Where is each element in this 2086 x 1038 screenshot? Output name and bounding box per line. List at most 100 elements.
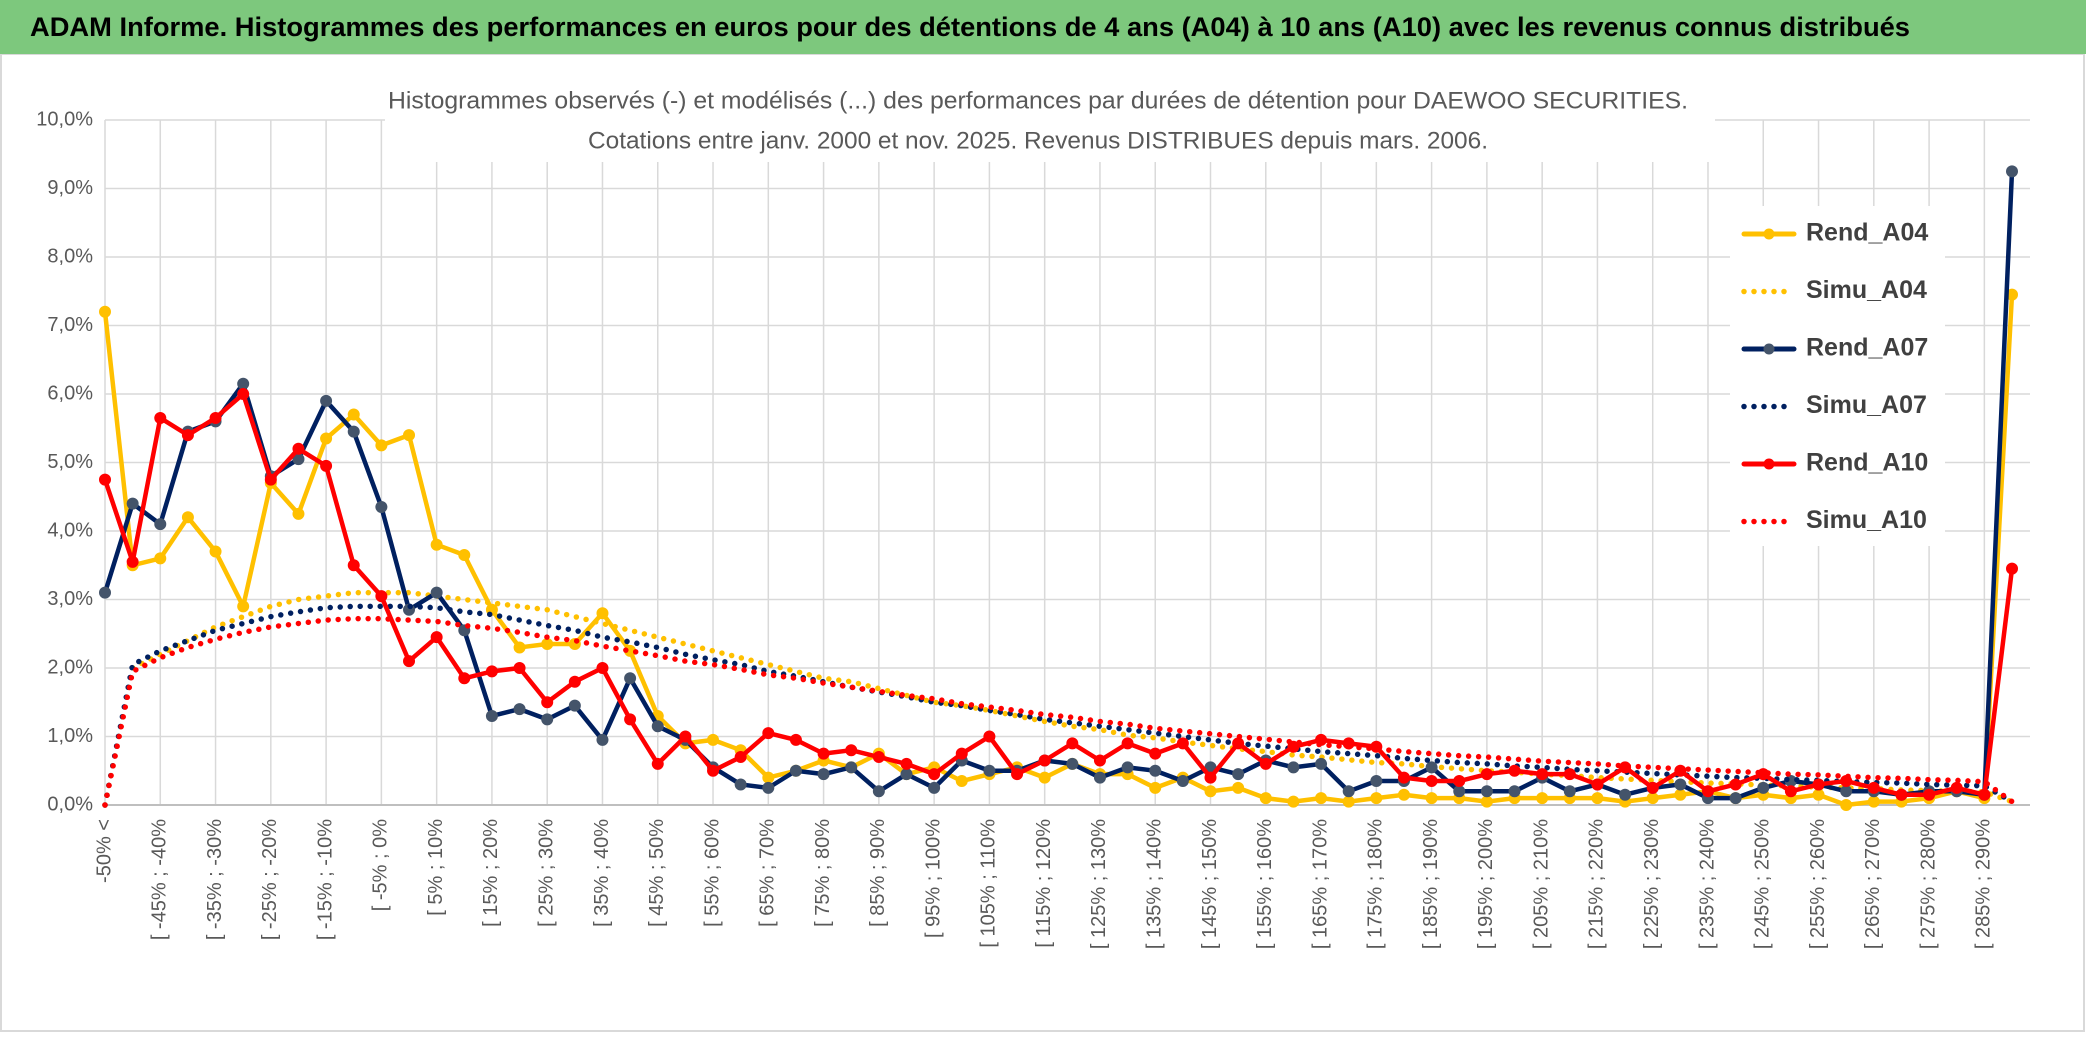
x-tick-label: [ 75% ; 80% — [812, 819, 834, 927]
data-point — [900, 757, 913, 770]
x-tick-label: [ 165% ; 170% — [1309, 819, 1331, 949]
data-point — [1397, 771, 1410, 784]
y-tick-label: 1,0% — [47, 725, 93, 747]
y-tick-label: 7,0% — [47, 314, 93, 336]
data-point — [403, 655, 416, 668]
data-point — [1508, 764, 1521, 777]
subtitle-backing — [385, 82, 1715, 162]
data-point — [817, 747, 830, 760]
data-point — [154, 518, 167, 531]
data-point — [237, 600, 250, 613]
data-point — [1259, 792, 1272, 805]
data-point — [983, 730, 996, 743]
legend-label: Simu_A04 — [1806, 276, 1927, 304]
data-point — [1397, 788, 1410, 801]
data-point — [1480, 768, 1493, 781]
series-line — [102, 391, 2015, 797]
data-point — [458, 548, 471, 561]
data-point — [1536, 792, 1549, 805]
x-tick-label: [ 255% ; 260% — [1807, 819, 1829, 949]
data-point — [1840, 785, 1853, 798]
data-point — [1121, 737, 1134, 750]
data-point — [1121, 761, 1134, 774]
data-point — [485, 665, 498, 678]
data-point — [1646, 792, 1659, 805]
y-tick-label: 10,0% — [36, 108, 93, 130]
data-point — [347, 425, 360, 438]
data-point — [1923, 788, 1936, 801]
data-point — [1812, 788, 1825, 801]
title-bar — [0, 0, 2086, 54]
data-point — [817, 768, 830, 781]
x-tick-label: [ -15% ; -10% — [314, 819, 336, 940]
data-point — [430, 586, 443, 599]
data-point — [1287, 740, 1300, 753]
x-tick-label: [ 105% ; 110% — [978, 819, 1000, 948]
data-point — [264, 473, 277, 486]
legend-label: Rend_A10 — [1806, 449, 1928, 477]
data-point — [1674, 778, 1687, 791]
data-point — [1757, 781, 1770, 794]
data-point — [651, 757, 664, 770]
data-point — [1204, 771, 1217, 784]
data-point — [1149, 764, 1162, 777]
data-point — [126, 497, 139, 510]
data-point — [181, 511, 194, 524]
data-point — [1342, 795, 1355, 808]
data-point — [154, 411, 167, 424]
data-point — [292, 507, 305, 520]
chart-subtitle: Cotations entre janv. 2000 et nov. 2025.… — [588, 127, 1488, 154]
x-tick-label: [ 205% ; 210% — [1530, 819, 1552, 949]
data-point — [1149, 747, 1162, 760]
data-point — [320, 459, 333, 472]
x-tick-label: [ 155% ; 160% — [1254, 819, 1276, 949]
x-tick-label: -50% < — [93, 819, 115, 883]
legend-label: Simu_A07 — [1806, 391, 1927, 419]
data-point — [1453, 775, 1466, 788]
data-point — [1563, 785, 1576, 798]
data-point — [375, 439, 388, 452]
data-point — [1259, 757, 1272, 770]
x-tick-label: [ -5% ; 0% — [370, 819, 392, 911]
x-tick-label: [ 125% ; 130% — [1088, 819, 1110, 949]
data-point — [347, 559, 360, 572]
x-tick-label: [ 45% ; 50% — [646, 819, 668, 927]
data-point — [928, 781, 941, 794]
data-point — [237, 377, 250, 390]
data-point — [1149, 781, 1162, 794]
x-tick-label: [ 175% ; 180% — [1365, 819, 1387, 949]
data-point — [707, 733, 720, 746]
data-point — [872, 751, 885, 764]
data-point — [541, 713, 554, 726]
data-point — [1066, 757, 1079, 770]
data-point — [900, 768, 913, 781]
y-tick-label: 8,0% — [47, 245, 93, 267]
data-point — [541, 696, 554, 709]
legend-marker — [1763, 228, 1775, 240]
x-tick-label: [ 185% ; 190% — [1420, 819, 1442, 949]
data-point — [568, 699, 581, 712]
x-tick-label: [ 65% ; 70% — [757, 819, 779, 927]
data-point — [789, 733, 802, 746]
data-point — [734, 751, 747, 764]
data-point — [928, 768, 941, 781]
data-point — [1619, 788, 1632, 801]
y-tick-label: 3,0% — [47, 588, 93, 610]
data-point — [1701, 785, 1714, 798]
legend-label: Rend_A07 — [1806, 334, 1928, 362]
data-point — [1093, 754, 1106, 767]
data-point — [1591, 792, 1604, 805]
data-point — [624, 713, 637, 726]
data-point — [403, 429, 416, 442]
data-point — [1287, 795, 1300, 808]
data-point — [1508, 785, 1521, 798]
data-point — [1674, 788, 1687, 801]
x-tick-label: [ 265% ; 270% — [1862, 819, 1884, 949]
data-point — [2006, 165, 2018, 178]
data-point — [1176, 737, 1189, 750]
data-point — [458, 672, 471, 685]
data-point — [1563, 768, 1576, 781]
data-point — [485, 709, 498, 722]
data-point — [513, 662, 526, 674]
